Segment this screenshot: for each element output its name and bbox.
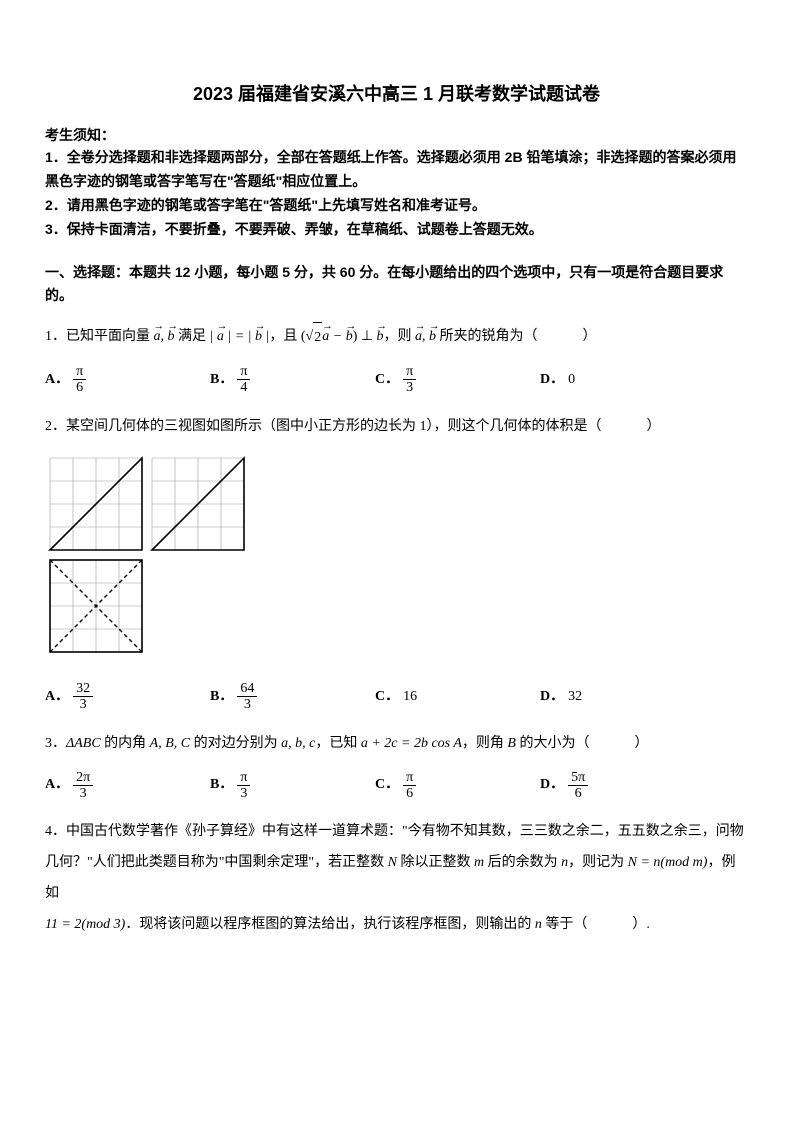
q4-text6: ．现将该问题以程序框图的算法给出，执行该程序框图，则输出的 — [125, 917, 535, 932]
q3-option-c: C．π6 — [375, 770, 540, 802]
q1-option-c: C．π3 — [375, 364, 540, 396]
q3-text4: ，则角 — [462, 736, 508, 751]
option-label-b: B． — [210, 369, 233, 391]
page-title: 2023 届福建省安溪六中高三 1 月联考数学试题试卷 — [45, 80, 748, 109]
q3-option-a: A．2π3 — [45, 770, 210, 802]
notice-line-2: 2．请用黑色字迹的钢笔或答字笔在"答题纸"上先填写姓名和准考证号。 — [45, 194, 748, 218]
q3-text3: ，已知 — [315, 736, 361, 751]
notice-heading: 考生须知： — [45, 124, 748, 146]
question-3: 3．ΔABC 的内角 A, B, C 的对边分别为 a, b, c，已知 a +… — [45, 729, 748, 760]
q3-option-d: D．5π6 — [540, 770, 705, 802]
q1-option-d: D．0 — [540, 364, 705, 396]
question-4: 4．中国古代数学著作《孙子算经》中有这样一道算术题："今有物不知其数，三三数之余… — [45, 817, 748, 940]
q2-text: 2．某空间几何体的三视图如图所示（图中小正方形的边长为 1），则这个几何体的体积… — [45, 419, 602, 434]
q3-text1: 的内角 — [101, 736, 150, 751]
option-label-a: A． — [45, 369, 69, 391]
q3-text2: 的对边分别为 — [190, 736, 281, 751]
q1-suffix: 所夹的锐角为（ — [436, 329, 538, 344]
q2-options: A．323 B．643 C．16 D．32 — [45, 681, 748, 713]
option-label-d: D． — [540, 369, 564, 391]
q1-end: ） — [583, 329, 597, 344]
q3-options: A．2π3 B．π3 C．π6 D．5π6 — [45, 770, 748, 802]
q3-option-b: B．π3 — [210, 770, 375, 802]
q1-mid2: ，且 ( — [269, 329, 305, 344]
question-1: 1．已知平面向量 a, b 满足 | a | = | b |，且 (2a − b… — [45, 322, 748, 354]
q2-option-d: D．32 — [540, 681, 705, 713]
q2-option-c: C．16 — [375, 681, 540, 713]
option-label-c: C． — [375, 369, 399, 391]
q1-mid3: ) ⊥ — [353, 329, 377, 344]
q3-prefix: 3． — [45, 736, 66, 751]
q2-end: ） — [647, 419, 661, 434]
q2-option-b: B．643 — [210, 681, 375, 713]
q1-option-b: B．π4 — [210, 364, 375, 396]
q3-text5: 的大小为（ — [516, 736, 590, 751]
q1-prefix: 1．已知平面向量 — [45, 329, 154, 344]
notice-line-3: 3．保持卡面清洁，不要折叠，不要弄破、弄皱，在草稿纸、试题卷上答题无效。 — [45, 218, 748, 242]
q2-option-a: A．323 — [45, 681, 210, 713]
q4-end: ）. — [632, 917, 650, 932]
q3-end: ） — [634, 736, 648, 751]
q1-mid4: ，则 — [384, 329, 416, 344]
q1-option-a: A．π6 — [45, 364, 210, 396]
notice-line-1: 1．全卷分选择题和非选择题两部分，全部在答题纸上作答。选择题必须用 2B 铅笔填… — [45, 146, 748, 194]
q4-text2: 除以正整数 — [397, 855, 474, 870]
q4-text4: ，则记为 — [568, 855, 628, 870]
q4-text3: 后的余数为 — [484, 855, 561, 870]
q1-options: A．π6 B．π4 C．π3 D．0 — [45, 364, 748, 396]
q1-mid1: 满足 — [175, 329, 210, 344]
question-2: 2．某空间几何体的三视图如图所示（图中小正方形的边长为 1），则这个几何体的体积… — [45, 412, 748, 443]
q4-text7: 等于（ — [542, 917, 588, 932]
q2-figure — [45, 453, 748, 671]
section-1-heading: 一、选择题：本题共 12 小题，每小题 5 分，共 60 分。在每小题给出的四个… — [45, 261, 748, 306]
